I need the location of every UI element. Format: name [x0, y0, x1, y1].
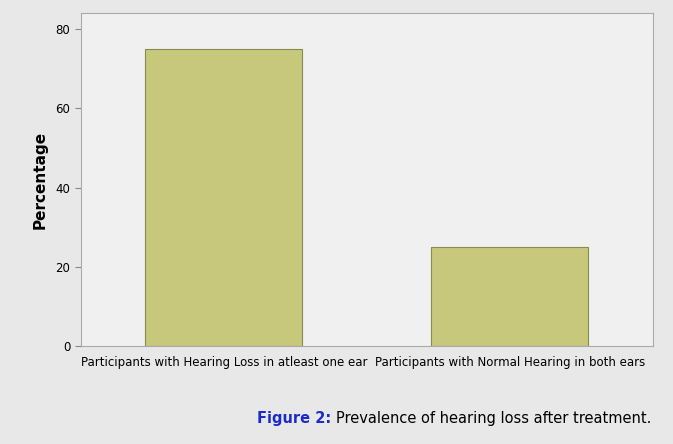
Y-axis label: Percentage: Percentage [32, 131, 47, 229]
Bar [145, 49, 302, 346]
Text: Figure 2:: Figure 2: [257, 411, 336, 426]
Text: Prevalence of hearing loss after treatment.: Prevalence of hearing loss after treatme… [336, 411, 652, 426]
Bar [431, 247, 588, 346]
